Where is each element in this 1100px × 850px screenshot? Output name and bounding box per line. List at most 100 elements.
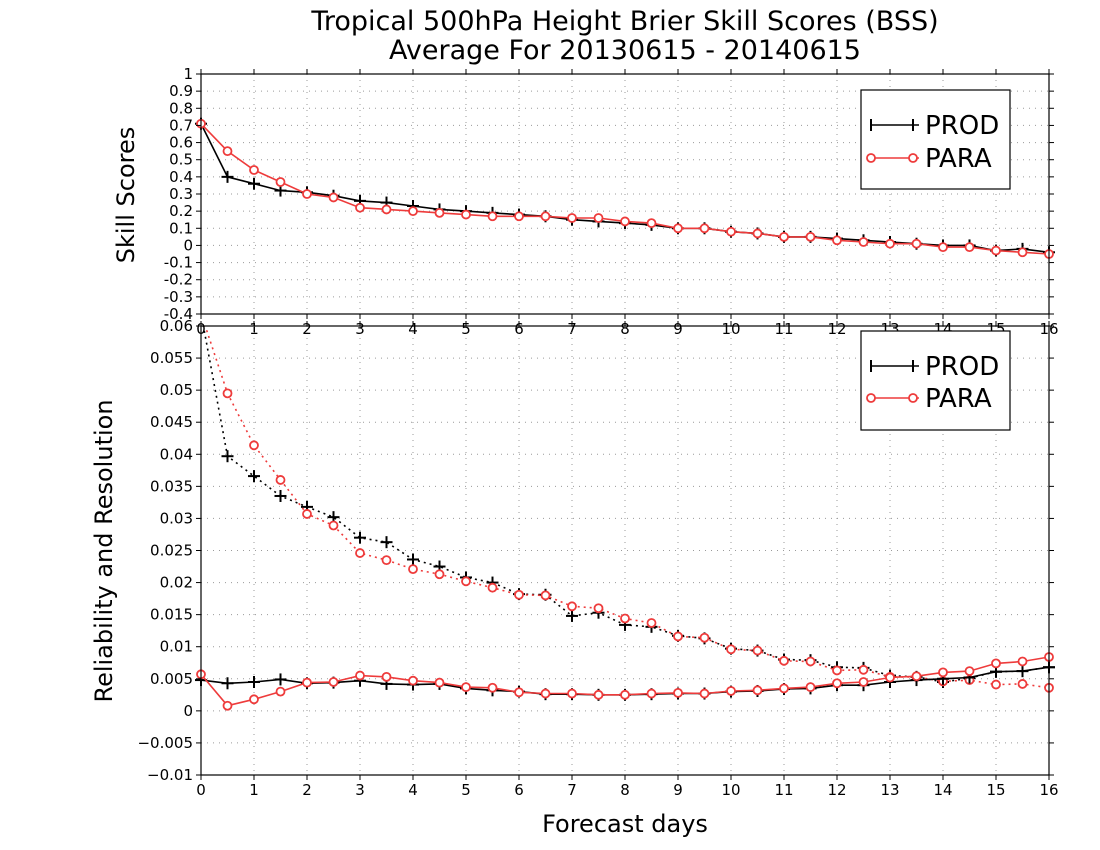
y-tick-label: 0.5 [169,151,193,169]
legend-label-para: PARA [925,144,992,174]
y-tick-label: 0.02 [160,574,193,592]
x-tick-label: 1 [249,781,259,799]
para-point [355,670,365,681]
legend-label-prod: PROD [925,111,999,141]
y-tick-label: 0.7 [169,116,193,134]
prod-point [407,553,419,566]
para-point [275,475,286,485]
prod-point [221,170,234,183]
para-point [302,189,312,199]
y-tick-label: -0.1 [164,254,193,272]
y-tick-label: -0.2 [164,271,193,289]
para-point [885,238,895,249]
para-point [302,509,312,519]
prod-point [1016,665,1029,678]
x-tick-label: 16 [1039,781,1058,799]
para-point [646,618,657,628]
para-point [434,677,445,688]
y-tick-label: 0 [183,702,193,720]
para-point [514,687,524,698]
prod-point [380,536,393,549]
x-tick-label: 12 [827,781,846,799]
y-tick-label: −0.01 [147,766,193,784]
para-point [408,564,418,575]
y-tick-label: 0.8 [169,99,193,117]
prod-point [248,675,260,688]
legend-circle-icon [908,153,918,163]
x-tick-label: 10 [721,781,740,799]
x-tick-label: 11 [774,781,793,799]
x-axis-label: Forecast days [542,810,708,838]
para-point [1017,247,1028,258]
para-point [699,223,710,234]
para-point [249,165,259,175]
y-tick-label: 0.025 [150,542,193,560]
para-point [355,202,365,213]
x-tick-label: 15 [986,781,1005,799]
para-point [991,679,1001,690]
para-point [434,569,445,580]
para-point [779,231,789,242]
x-tick-label: 13 [880,781,899,799]
para-point [567,688,577,699]
para-point [964,666,975,676]
para-point [381,204,392,215]
x-tick-label: 12 [827,320,846,338]
y-tick-label: 0 [183,236,193,254]
para-point [328,192,339,203]
prod-point [221,450,234,463]
para-point [514,211,524,222]
y-tick-label: 0.055 [150,349,193,367]
para-point [1017,656,1028,667]
para-point [726,644,736,655]
para-point [699,688,710,699]
para-point [832,665,842,676]
para-point [514,589,524,600]
y-tick-label: 0.01 [160,638,193,656]
para-point [540,211,551,222]
legend-circle-icon [866,153,876,163]
para-point [673,687,683,698]
y-tick-label: 0.03 [160,509,193,527]
y-tick-label: 0.015 [150,606,193,624]
x-tick-label: 5 [461,781,471,799]
para-point [540,590,551,601]
para-point [673,223,683,234]
para-point [911,671,922,682]
para-point [964,242,975,253]
para-point [249,440,259,451]
x-tick-label: 1 [249,320,259,338]
para-point [381,671,392,682]
para-point [805,231,816,242]
chart-subtitle: Average For 20130615 - 20140615 [389,35,861,66]
para-point [699,632,710,643]
x-tick-label: 9 [673,781,683,799]
para-point [593,603,604,614]
y-tick-label: 0.9 [169,82,193,100]
para-point [461,682,471,693]
y-tick-label: 0.3 [169,185,193,203]
y-tick-label: -0.4 [164,305,193,323]
para-point [858,237,869,247]
rel-para-solid-series [196,652,1054,711]
para-point [805,682,816,693]
para-point [620,216,630,227]
para-point [222,388,233,399]
para-point [540,688,551,699]
prod-point [354,531,366,544]
para-point [461,209,471,220]
para-point [567,213,577,223]
para-point [911,238,922,249]
para-point [222,146,233,157]
x-tick-label: 2 [302,320,312,338]
para-point [646,688,657,699]
para-point [408,206,418,217]
prod-point [248,177,260,190]
para-point [779,683,789,694]
para-point [938,242,948,253]
para-point [434,207,445,218]
para-point [752,645,763,656]
para-point [355,548,365,558]
para-point [249,694,259,705]
skill-scores-panel: -0.4-0.3-0.2-0.100.10.20.30.40.50.60.70.… [112,65,1059,338]
